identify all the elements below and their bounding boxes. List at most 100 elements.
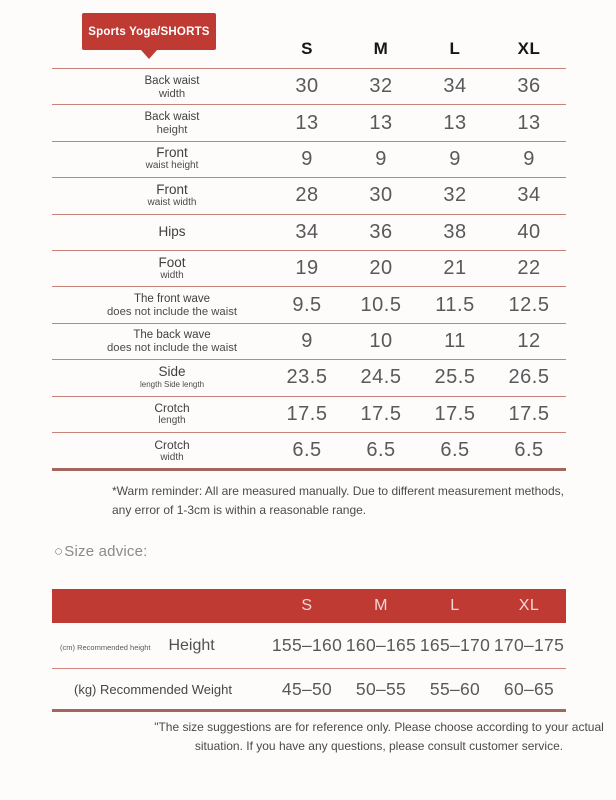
size-value: 17.5 (434, 402, 476, 425)
height-range: 160–165 (345, 635, 417, 655)
height-range: 155–160 (271, 635, 343, 655)
advice-size-col-s: S (301, 597, 313, 614)
size-value: 34 (295, 220, 319, 243)
table-row-front-waist-height: Front waist height 9 9 9 9 (52, 140, 566, 177)
row-label: Side length Side length (139, 363, 205, 389)
row-label: Hips (158, 224, 186, 240)
size-value: 10.5 (360, 293, 402, 316)
advice-size-col-l: L (450, 597, 460, 614)
row-label: The front wave does not include the wais… (107, 293, 237, 319)
size-advice-heading: ○ Size advice: (54, 543, 148, 560)
size-value: 32 (443, 184, 467, 207)
size-value: 9 (449, 147, 461, 170)
size-value: 24.5 (360, 366, 402, 389)
badge-pointer-icon (141, 50, 157, 59)
warm-reminder-note: *Warm reminder: All are measured manuall… (112, 484, 564, 517)
row-label: Crotch width (154, 437, 190, 463)
row-label: Back waist width (144, 74, 200, 100)
table-row-front-wave: The front wave does not include the wais… (52, 286, 566, 322)
size-value: 13 (295, 111, 319, 134)
size-suggestion-note: "The size suggestions are for reference … (154, 720, 604, 753)
advice-size-col-xl: XL (518, 597, 540, 614)
size-value: 6.5 (514, 439, 544, 462)
table-row-back-wave: The back wave does not include the waist… (52, 322, 566, 359)
size-value: 30 (295, 75, 319, 98)
size-value: 28 (295, 184, 319, 207)
size-value: 23.5 (286, 366, 328, 389)
badge-label: Sports Yoga/SHORTS (88, 25, 210, 38)
row-label: Front waist height (145, 145, 199, 172)
row-label: Front waist width (147, 181, 197, 208)
size-value: 19 (295, 257, 319, 280)
height-range: 165–170 (419, 635, 491, 655)
advice-size-header-bar: S M L XL (52, 589, 566, 623)
size-value: 36 (517, 75, 541, 98)
row-label: Back waist height (144, 111, 200, 137)
table-row-back-waist-height: Back waist height 13 13 13 13 (52, 104, 566, 140)
size-value: 40 (517, 220, 541, 243)
advice-size-col-m: M (374, 597, 388, 614)
size-value: 13 (369, 111, 393, 134)
size-value: 17.5 (508, 402, 550, 425)
corner-cell (52, 589, 270, 623)
weight-range: 55–60 (429, 678, 481, 699)
size-header-row: S M L XL (52, 32, 566, 66)
size-col-l: L (449, 39, 461, 58)
product-badge: Sports Yoga/SHORTS (82, 13, 216, 59)
row-label: Foot width (158, 254, 186, 281)
size-value: 22 (517, 257, 541, 280)
height-label: Height (168, 636, 215, 654)
size-value: 26.5 (508, 366, 550, 389)
size-value: 12.5 (508, 293, 550, 316)
size-advice-table: (cm) Recommended height Height 155–160 1… (52, 623, 566, 712)
size-col-m: M (373, 39, 389, 58)
weight-range: 45–50 (281, 678, 333, 699)
size-value: 9 (375, 147, 387, 170)
size-value: 9.5 (292, 293, 322, 316)
size-value: 32 (369, 75, 393, 98)
size-value: 21 (443, 257, 467, 280)
size-value: 38 (443, 220, 467, 243)
size-value: 17.5 (360, 402, 402, 425)
size-value: 6.5 (292, 439, 322, 462)
table-row-back-waist-width: Back waist width 30 32 34 36 (52, 68, 566, 104)
weight-range: 50–55 (355, 678, 407, 699)
size-value: 6.5 (440, 439, 470, 462)
size-value: 9 (523, 147, 535, 170)
size-value: 36 (369, 220, 393, 243)
height-range: 170–175 (493, 635, 565, 655)
circle-icon: ○ (54, 543, 64, 560)
table-row-hips: Hips 34 36 38 40 (52, 213, 566, 250)
table-row-side-length: Side length Side length 23.5 24.5 25.5 2… (52, 359, 566, 395)
size-col-xl: XL (517, 39, 541, 58)
size-value: 25.5 (434, 366, 476, 389)
table-row-front-waist-width: Front waist width 28 30 32 34 (52, 177, 566, 213)
size-value: 20 (369, 257, 393, 280)
size-col-s: S (301, 39, 313, 58)
size-value: 6.5 (366, 439, 396, 462)
measurement-table: Back waist width 30 32 34 36 Back waist … (52, 68, 566, 472)
size-value: 34 (517, 184, 541, 207)
table-row-crotch-length: Crotch length 17.5 17.5 17.5 17.5 (52, 395, 566, 432)
table-row-recommended-weight: (kg) Recommended Weight 45–50 50–55 55–6… (52, 668, 566, 709)
size-value: 34 (443, 75, 467, 98)
size-value: 17.5 (286, 402, 328, 425)
size-value: 30 (369, 184, 393, 207)
size-value: 11 (444, 329, 466, 352)
table-row-foot-width: Foot width 19 20 21 22 (52, 249, 566, 286)
height-unit-label: (cm) Recommended height (60, 642, 151, 652)
size-value: 9 (301, 329, 313, 352)
size-value: 9 (301, 147, 313, 170)
weight-label: (kg) Recommended Weight (74, 681, 232, 697)
size-value: 13 (443, 111, 467, 134)
row-label: Crotch length (154, 401, 190, 427)
size-value: 12 (517, 329, 541, 352)
table-row-crotch-width: Crotch width 6.5 6.5 6.5 6.5 (52, 431, 566, 468)
table-row-recommended-height: (cm) Recommended height Height 155–160 1… (52, 623, 566, 668)
size-value: 10 (369, 329, 393, 352)
weight-range: 60–65 (503, 678, 555, 699)
size-value: 13 (517, 111, 541, 134)
row-label: The back wave does not include the waist (107, 329, 237, 355)
size-value: 11.5 (435, 293, 475, 316)
size-advice-label: Size advice: (64, 543, 148, 560)
